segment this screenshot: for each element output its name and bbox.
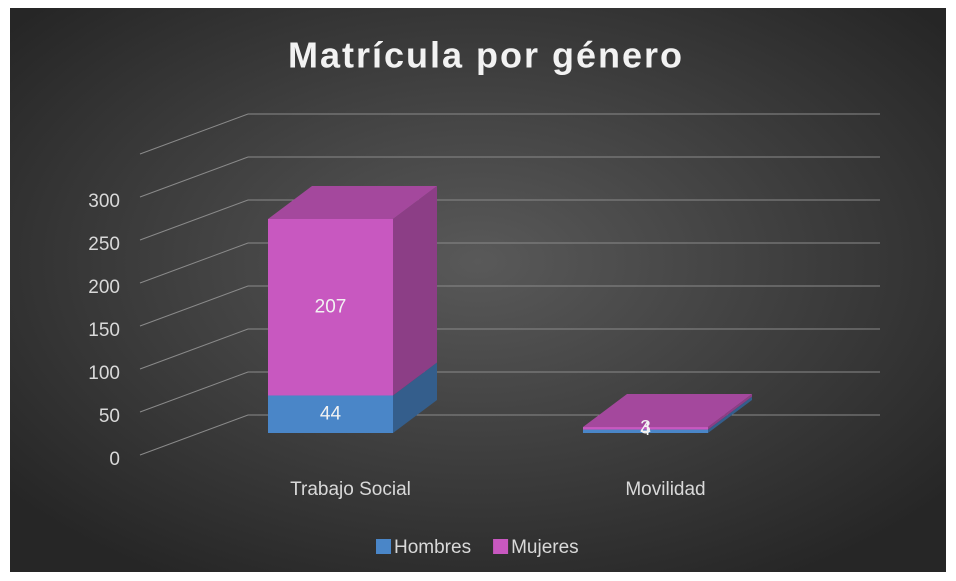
- grid-line: [139, 328, 880, 370]
- x-tick-label: Trabajo Social: [290, 479, 411, 500]
- x-tick-label: Movilidad: [625, 479, 705, 500]
- data-label: 3: [640, 417, 651, 438]
- data-label: 4: [640, 419, 651, 440]
- y-tick-label: 150: [88, 320, 120, 341]
- legend-label: Hombres: [394, 537, 471, 558]
- bar-side: [708, 394, 752, 430]
- bar-front: [268, 219, 393, 396]
- chart-background: [10, 8, 946, 572]
- bar-front: [268, 395, 393, 433]
- bar-top: [268, 186, 437, 219]
- legend-label: Mujeres: [511, 537, 579, 558]
- grid-line: [139, 285, 880, 327]
- y-tick-label: 250: [88, 234, 120, 255]
- bar-side: [393, 362, 437, 433]
- legend-swatch: [493, 539, 509, 554]
- y-tick-label: 0: [109, 449, 120, 470]
- legend-swatch: [376, 539, 391, 554]
- bar-front: [583, 427, 708, 430]
- grid-line: [139, 113, 880, 155]
- y-tick-label: 200: [88, 277, 120, 298]
- y-tick-label: 100: [88, 363, 120, 384]
- grid-line: [139, 371, 880, 413]
- bar-side: [708, 396, 752, 433]
- bar-top: [583, 394, 752, 428]
- grid-line: [139, 199, 880, 241]
- bar-front: [583, 429, 708, 433]
- grid-line: [139, 156, 880, 198]
- bar-side: [393, 186, 437, 396]
- y-tick-label: 50: [99, 406, 120, 427]
- data-label: 44: [320, 403, 342, 424]
- data-label: 207: [315, 296, 347, 317]
- y-tick-label: 300: [88, 191, 120, 212]
- chart-title: Matrícula por género: [288, 35, 684, 76]
- grid-line: [139, 242, 880, 284]
